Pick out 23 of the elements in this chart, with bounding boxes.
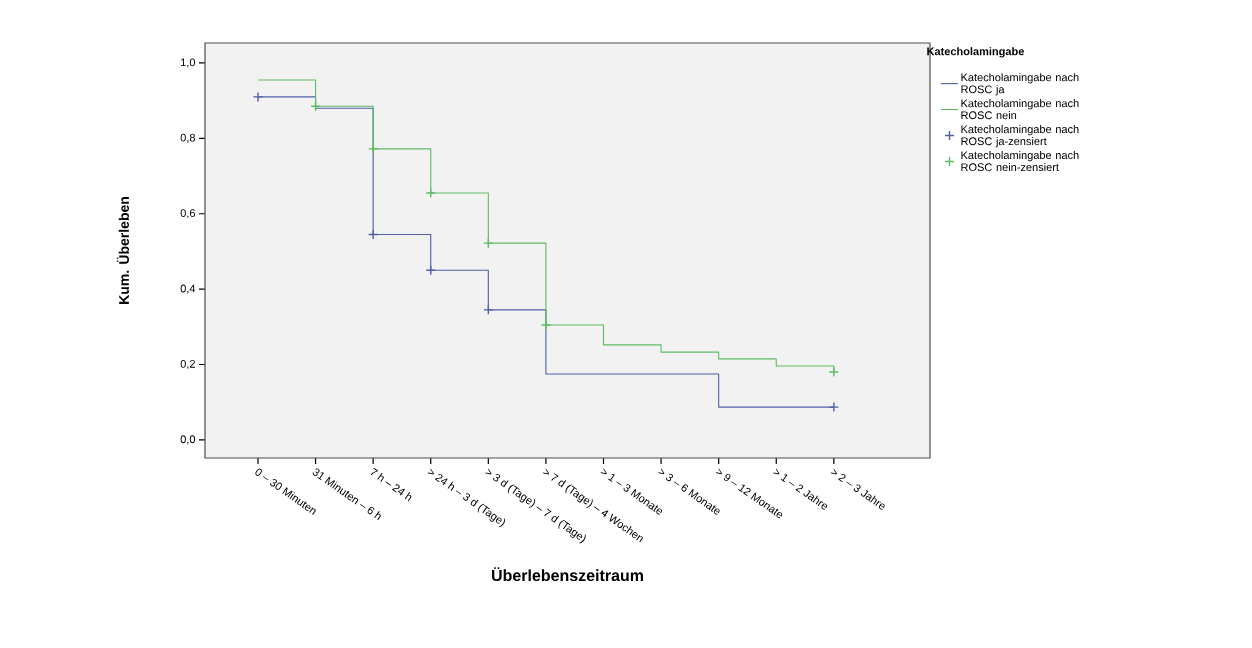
point [252,91,264,103]
point [367,229,379,240]
point [483,237,494,249]
y-tick-label: 0,8 [180,133,195,143]
point [367,143,379,155]
y-tick-label: 0,6 [180,209,195,219]
x-axis-title: Überlebenszeitraum [492,567,643,582]
legend-label: Katecholamingabe nach ROSC ja-zensiert [961,125,1079,148]
legend-label: Katecholamingabe nach ROSC nein-zensiert [961,151,1079,172]
point [540,319,552,331]
point [828,401,840,413]
y-tick-label: 0,2 [180,359,195,370]
x-tick-label: 7 h – 24 h [370,467,412,502]
point [483,304,494,316]
y-tick-label: 1,0 [181,58,196,68]
legend-title: Katecholamingabe [927,47,1024,58]
legend-label: Katecholamingabe nach ROSC nein [961,99,1079,120]
point [828,366,840,378]
legend-label: Katecholamingabe nach ROSC ja [961,73,1079,96]
y-axis-title: Kum. Überleben [116,197,129,304]
point [425,187,436,199]
y-tick-label: 0,4 [180,284,196,294]
y-tick-label: 0,0 [180,435,196,445]
